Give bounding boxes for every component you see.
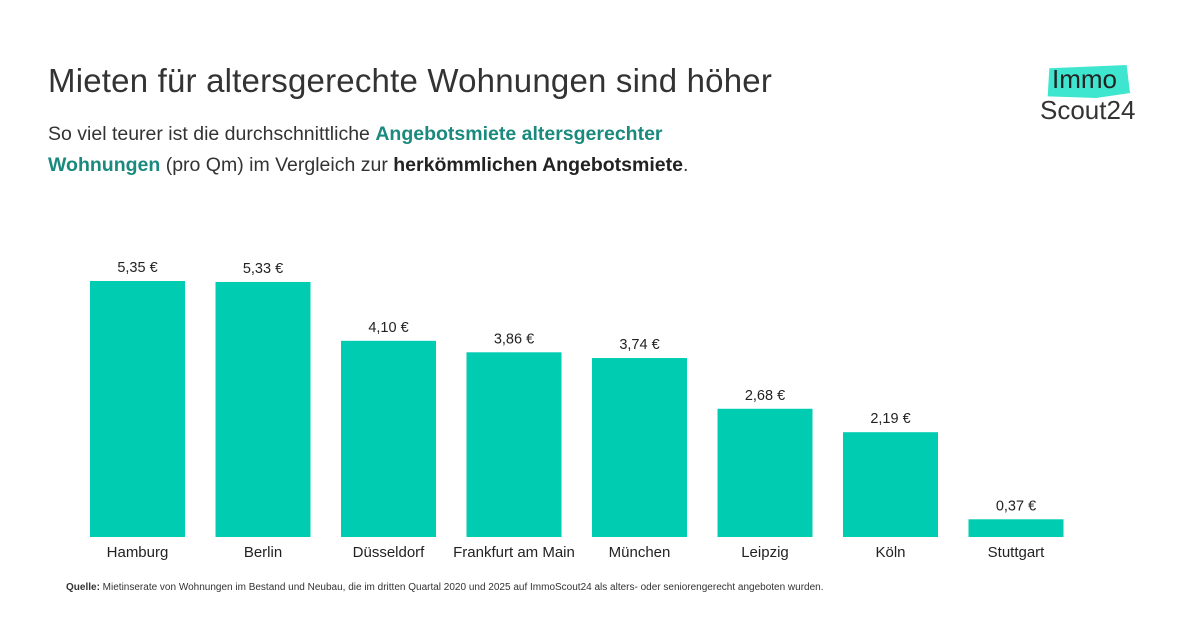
bar-köln [843,432,938,537]
category-label: Köln [875,544,905,561]
source-text: Mietinserate von Wohnungen im Bestand un… [99,582,824,593]
value-label: 5,33 € [243,261,283,277]
subtitle-text-3: . [682,154,689,176]
subtitle-highlight-bold: herkömmlichen Angebotsmiete [393,154,683,176]
category-label: Düsseldorf [353,544,426,561]
bar-münchen [592,358,687,537]
category-label: Leipzig [741,544,789,561]
bar-düsseldorf [341,340,436,537]
bar-stuttgart [968,519,1064,537]
logo-text-scout24: Scout24 [1040,95,1136,125]
value-label: 3,74 € [619,337,659,353]
value-label: 5,35 € [117,260,157,276]
category-label: München [609,544,671,561]
category-label: Stuttgart [988,544,1046,561]
value-label: 4,10 € [368,320,408,336]
bar-berlin [215,281,311,537]
logo-text-immo: Immo [1052,64,1117,94]
logo-badge-shape [1047,65,1130,98]
category-label: Frankfurt am Main [453,544,575,561]
category-label: Berlin [244,544,282,561]
chart-subtitle: So viel teurer ist die durchschnittliche… [48,119,768,181]
subtitle-highlight-teal: Angebotsmiete altersgerechter Wohnungen [48,123,663,176]
source-label: Quelle: [66,582,100,593]
subtitle-text-2: (pro Qm) im Vergleich zur [160,154,394,176]
value-label: 2,19 € [870,411,910,427]
chart-title: Mieten für altersgerechte Wohnungen sind… [48,62,773,99]
subtitle-text-1: So viel teurer ist die durchschnittliche [48,123,376,145]
bar-leipzig [717,408,813,537]
value-label: 2,68 € [745,388,785,404]
bar-frankfurt-am-main [466,352,562,537]
bar-hamburg [90,281,185,537]
source-note: Quelle: Mietinserate von Wohnungen im Be… [66,582,824,593]
value-labels-group: 5,35 € 5,33 € 4,10 € 3,86 € 3,74 € 2,68 € 2,19… [117,260,1036,514]
category-labels-group: Hamburg Berlin Düsseldorf Frankfurt am Main… [107,544,1046,561]
immoscout24-logo: Immo Scout24 [1036,62,1146,130]
bars-group [90,281,1064,537]
value-label: 3,86 € [494,331,534,347]
category-label: Hamburg [107,544,169,561]
value-label: 0,37 € [996,498,1036,514]
